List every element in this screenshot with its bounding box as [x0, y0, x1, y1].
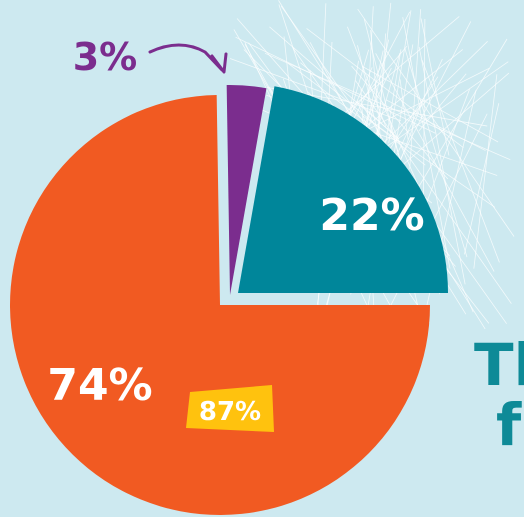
scribble-line [385, 99, 486, 151]
arrow-head [210, 52, 228, 74]
scribble-line [418, 73, 467, 132]
scribble-line [306, 28, 464, 149]
slice-label: 22% [319, 190, 424, 241]
cropped-heading: f [496, 391, 522, 459]
scribble-line [229, 58, 402, 122]
scribble-line [362, 115, 496, 208]
scribble-line [402, 17, 451, 269]
scribble-line [355, 80, 512, 304]
pie-slices [10, 85, 449, 515]
arrow-line [148, 43, 224, 72]
scribble-line [464, 103, 500, 255]
scribble-line [375, 53, 495, 272]
scribble-line [300, 62, 426, 166]
pie-slice [226, 85, 267, 295]
scribble-line [421, 59, 500, 263]
pie-slice [238, 86, 449, 293]
scribble-line [418, 46, 466, 285]
annotation-label: 87% [199, 397, 261, 427]
scribble-line [388, 10, 412, 143]
scribble-line [235, 36, 436, 134]
scribble-line [347, 26, 387, 127]
scribble-line [362, 66, 499, 143]
scribble-line [420, 18, 450, 156]
scribble-line [399, 79, 409, 140]
scribble-line [269, 26, 400, 140]
scribble-line [360, 103, 398, 139]
slice-label: 74% [47, 360, 152, 411]
scribble-line [409, 9, 422, 170]
cropped-heading: Th [474, 331, 524, 399]
scribble-line [473, 74, 498, 269]
slice-labels: 74% 3% 22% [47, 35, 424, 411]
slice-label: 3% [73, 35, 138, 79]
annotation-badge [186, 385, 274, 432]
scribble-line [357, 8, 515, 237]
scribble-line [363, 18, 407, 185]
pie-slice [10, 95, 431, 515]
annotations: 87% Thf [186, 331, 524, 459]
